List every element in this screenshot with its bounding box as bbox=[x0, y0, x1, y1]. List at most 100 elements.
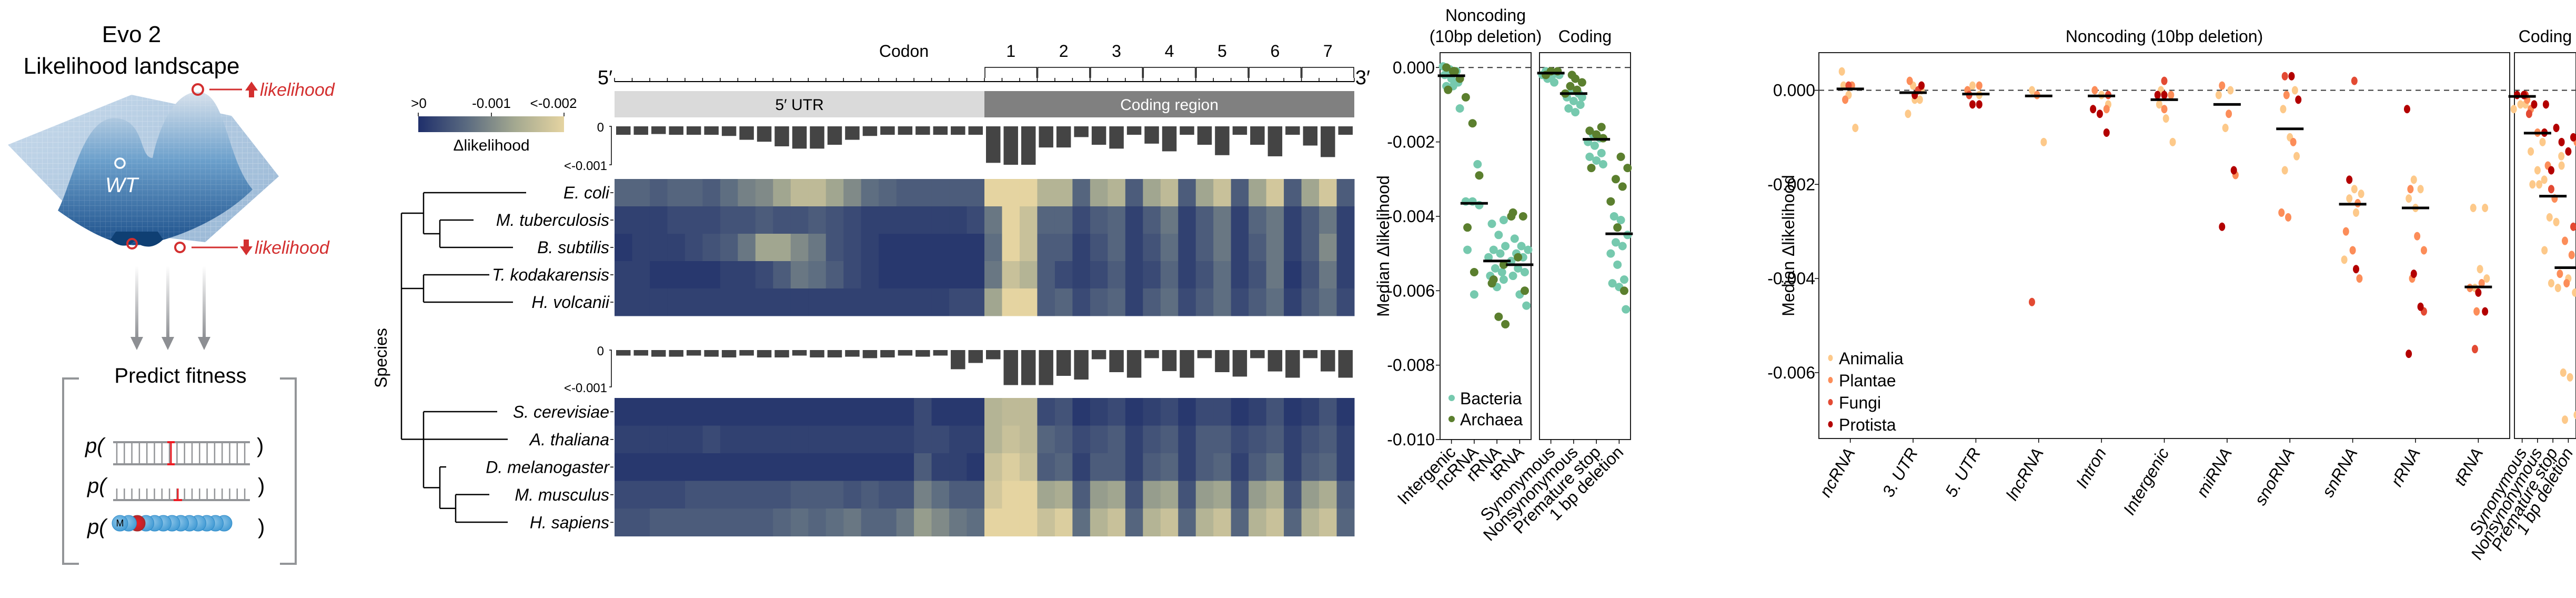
heatmap-cell bbox=[1072, 288, 1091, 316]
bar-mark bbox=[1091, 350, 1106, 360]
heatmap-cell bbox=[1143, 288, 1161, 316]
bar-mark bbox=[792, 350, 807, 356]
bar-mark bbox=[810, 126, 824, 149]
heatmap-cell bbox=[720, 179, 738, 207]
bar-mark bbox=[1285, 350, 1300, 378]
heatmap-cell bbox=[1108, 481, 1126, 509]
y-tick-label: 0.000 bbox=[1773, 81, 1815, 100]
heatmap-cell bbox=[1160, 509, 1179, 536]
heatmap-cell bbox=[896, 398, 914, 426]
bar-mark bbox=[827, 126, 842, 145]
heatmap-cell bbox=[879, 398, 897, 426]
species-label: H. sapiens bbox=[530, 513, 609, 532]
y-axis-title: Median Δlikelihood bbox=[1374, 175, 1393, 317]
data-point-animalia bbox=[2560, 368, 2567, 377]
heatmap-cell bbox=[1284, 425, 1302, 454]
data-point-bacteria bbox=[1585, 152, 1594, 161]
heatmap-cell bbox=[1125, 453, 1143, 481]
data-point-plantae bbox=[2407, 185, 2414, 194]
codon-number-label: 1 bbox=[1006, 42, 1015, 61]
heatmap-cell bbox=[1266, 288, 1284, 316]
data-point-animalia bbox=[1916, 95, 1923, 104]
heatmap-cell bbox=[1284, 179, 1302, 207]
heatmap-cell bbox=[720, 509, 738, 536]
heatmap-cell bbox=[914, 206, 932, 234]
heatmap-cell bbox=[1072, 481, 1091, 509]
bar-mark bbox=[845, 350, 860, 357]
heatmap-cell bbox=[808, 509, 827, 536]
bar-mark bbox=[616, 350, 631, 356]
bar-mark bbox=[1232, 126, 1247, 135]
region-label: Coding region bbox=[1120, 96, 1219, 114]
heatmap-cell bbox=[1301, 288, 1320, 316]
data-point-archaea bbox=[1461, 93, 1470, 102]
heatmap-cell bbox=[984, 206, 1002, 234]
facet-panel bbox=[2514, 52, 2576, 439]
heatmap-cell bbox=[914, 261, 932, 289]
heatmap-cell bbox=[1231, 398, 1249, 426]
heatmap-cell bbox=[720, 425, 738, 454]
bar-mark bbox=[898, 350, 913, 356]
heatmap-cell bbox=[808, 261, 827, 289]
heatmap-cell bbox=[1213, 481, 1232, 509]
bar-mark bbox=[1091, 126, 1106, 145]
facet-title: (10bp deletion) bbox=[1430, 27, 1542, 46]
codon-axis-label: Codon bbox=[879, 42, 929, 61]
data-point-fungi bbox=[2471, 345, 2478, 354]
heatmap-cell bbox=[1143, 425, 1161, 454]
bar-mark bbox=[898, 126, 913, 135]
bar-mark bbox=[1003, 350, 1018, 385]
data-point-bacteria bbox=[1496, 249, 1505, 258]
data-point-animalia bbox=[1852, 124, 1859, 133]
heatmap-cell bbox=[808, 179, 827, 207]
heatmap-cell bbox=[861, 234, 879, 262]
heatmap-cell bbox=[949, 179, 968, 207]
heatmap-cell bbox=[1195, 398, 1214, 426]
heatmap-cell bbox=[984, 425, 1002, 454]
heatmap-cell bbox=[896, 509, 914, 536]
data-point-animalia bbox=[2529, 180, 2536, 189]
heatmap-cell bbox=[967, 206, 985, 234]
heatmap-cell bbox=[843, 288, 862, 316]
data-point-fungi bbox=[2028, 297, 2035, 306]
heatmap-cell bbox=[685, 288, 703, 316]
heatmap-cell bbox=[914, 398, 932, 426]
data-point-archaea bbox=[1520, 286, 1529, 295]
bar-mark bbox=[774, 126, 789, 146]
data-point-plantae bbox=[2356, 274, 2363, 283]
svg-text:p(: p( bbox=[85, 434, 106, 457]
bar-mark bbox=[774, 350, 789, 357]
bar-mark bbox=[1056, 350, 1071, 376]
legend-marker bbox=[1828, 355, 1833, 361]
heatmap-cell bbox=[755, 398, 773, 426]
data-point-bacteria bbox=[1494, 231, 1503, 240]
y-tick-label: -0.002 bbox=[1767, 175, 1815, 194]
heatmap-cell bbox=[1284, 261, 1302, 289]
heatmap-cell bbox=[1125, 261, 1143, 289]
colorbar-tick-label: -0.001 bbox=[472, 95, 511, 111]
data-point-animalia bbox=[2510, 105, 2517, 114]
heatmap-cell bbox=[861, 206, 879, 234]
data-point-archaea bbox=[1518, 212, 1527, 221]
heatmap-cell bbox=[1037, 398, 1055, 426]
data-point-protista bbox=[2417, 302, 2424, 311]
heatmap-cell bbox=[861, 481, 879, 509]
heatmap-cell bbox=[1072, 234, 1091, 262]
bar-mark bbox=[704, 350, 719, 357]
heatmap-cell bbox=[773, 398, 791, 426]
barplot-eukaryotes: 0 <-0.001 bbox=[564, 344, 1353, 395]
bar-mark bbox=[951, 350, 965, 370]
y-tick-label: -0.002 bbox=[1387, 133, 1435, 152]
heatmap-cell bbox=[896, 481, 914, 509]
data-point-fungi bbox=[2570, 222, 2576, 231]
bar-mark bbox=[1021, 126, 1036, 165]
heatmap-cell bbox=[1090, 261, 1108, 289]
heatmap-cell bbox=[1195, 206, 1214, 234]
heatmap-cell bbox=[1108, 179, 1126, 207]
heatmap-cell bbox=[896, 206, 914, 234]
data-point-plantae bbox=[2091, 86, 2098, 95]
heatmap-cell bbox=[1266, 509, 1284, 536]
heatmap-cell bbox=[1284, 509, 1302, 536]
heatmap-cell bbox=[1019, 509, 1038, 536]
heatmap-cell bbox=[1054, 453, 1073, 481]
